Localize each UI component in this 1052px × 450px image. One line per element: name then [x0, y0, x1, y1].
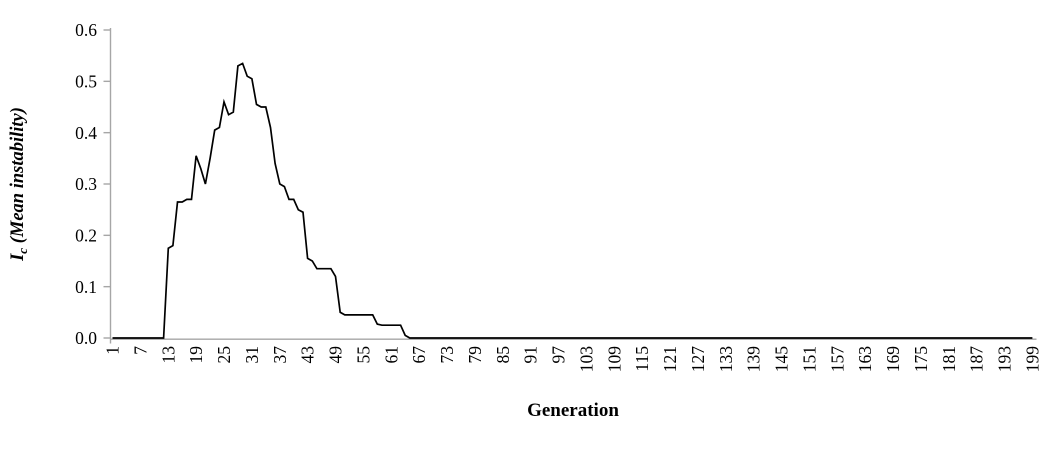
- x-tick-label: 199: [1022, 346, 1042, 373]
- x-tick-label: 43: [298, 346, 318, 364]
- x-tick-label: 19: [186, 346, 206, 364]
- x-tick-label: 193: [995, 346, 1015, 373]
- x-tick-label: 103: [576, 346, 596, 373]
- series-line: [112, 62, 1033, 339]
- y-tick-label: 0.3: [75, 174, 97, 194]
- x-tick-label: 145: [772, 346, 792, 373]
- x-tick-label: 187: [967, 346, 987, 373]
- x-tick-label: 175: [911, 346, 931, 373]
- x-tick-label: 109: [604, 346, 624, 373]
- x-tick-label: 1: [103, 346, 123, 355]
- x-tick-label: 169: [883, 346, 903, 373]
- x-tick-label: 49: [326, 346, 346, 364]
- x-tick-label: 157: [827, 346, 847, 373]
- x-tick-label: 181: [939, 346, 959, 372]
- x-tick-label: 55: [353, 346, 373, 364]
- y-tick-label: 0.2: [75, 226, 97, 246]
- x-axis-title: Generation: [527, 400, 619, 421]
- x-tick-label: 85: [493, 346, 513, 364]
- x-tick-label: 115: [632, 346, 652, 372]
- x-tick-label: 73: [437, 346, 457, 364]
- x-tick-label: 121: [660, 346, 680, 372]
- x-tick-label: 37: [270, 346, 290, 364]
- y-tick-label: 0.6: [75, 20, 97, 40]
- x-tick-label: 67: [409, 346, 429, 364]
- y-axis-title-subscript: c: [15, 248, 30, 254]
- x-tick-label: 61: [381, 346, 401, 364]
- x-tick-label: 139: [744, 346, 764, 373]
- x-tick-label: 31: [242, 346, 262, 364]
- x-tick-label: 7: [130, 346, 150, 355]
- x-tick-label: 151: [799, 346, 819, 372]
- y-tick-label: 0.0: [75, 328, 97, 348]
- x-tick-label: 127: [688, 346, 708, 373]
- x-tick-label: 97: [549, 346, 569, 364]
- x-tick-label: 133: [716, 346, 736, 373]
- y-axis-tick-marks: [103, 29, 111, 339]
- y-tick-label: 0.5: [75, 72, 97, 92]
- y-axis-title-rest: (Mean instability): [8, 107, 28, 248]
- x-tick-label: 163: [855, 346, 875, 373]
- y-axis-tick-labels: 0.6 0.5 0.4 0.3 0.2 0.1 0.0: [75, 20, 97, 348]
- x-tick-label: 91: [521, 346, 541, 364]
- x-tick-label: 79: [465, 346, 485, 364]
- y-axis-title: Ic (Mean instability): [8, 107, 30, 262]
- x-tick-label: 13: [158, 346, 178, 364]
- y-tick-label: 0.4: [75, 123, 97, 143]
- y-tick-label: 0.1: [75, 277, 97, 297]
- x-tick-label: 25: [214, 346, 234, 364]
- y-axis-title-symbol: I: [8, 253, 28, 262]
- x-axis-tick-labels: 1 7 13 19 25 31 37 43 49 55 61 67 73 79 85 91 97 103 109 11…: [103, 346, 1043, 373]
